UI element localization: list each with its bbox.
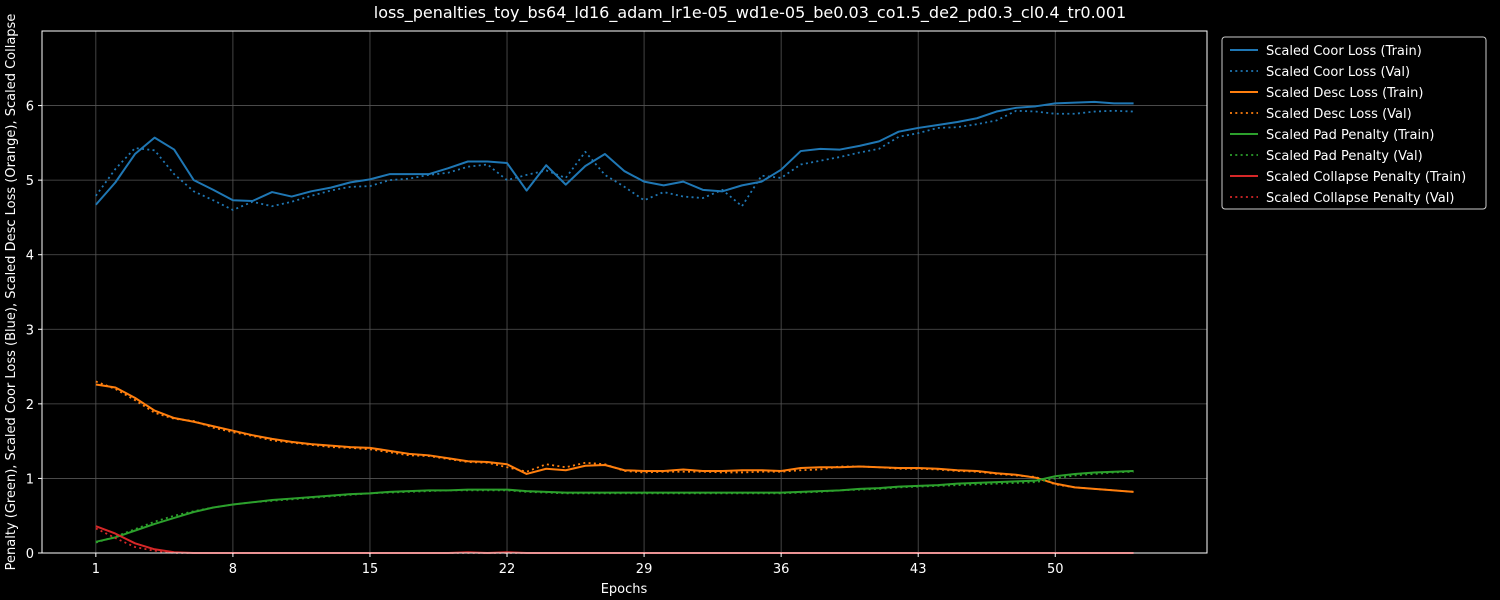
legend-label: Scaled Collapse Penalty (Train) (1266, 170, 1466, 185)
series-line-1 (95, 109, 1134, 211)
legend: Scaled Coor Loss (Train) Scaled Coor Loss… (1221, 36, 1487, 210)
legend-label: Scaled Desc Loss (Val) (1266, 107, 1412, 122)
y-tick-label: 2 (26, 398, 34, 413)
x-tick-label: 43 (910, 562, 927, 577)
y-tick-label: 6 (26, 100, 34, 115)
legend-label: Scaled Desc Loss (Train) (1266, 86, 1423, 101)
x-tick-label: 22 (499, 562, 516, 577)
legend-label: Scaled Coor Loss (Train) (1266, 44, 1422, 59)
legend-label: Scaled Pad Penalty (Val) (1266, 149, 1423, 164)
y-axis-label: Penalty (Green), Scaled Coor Loss (Blue)… (4, 14, 19, 571)
x-axis-ticks: 1 8 15 22 29 36 43 50 (92, 553, 1064, 577)
y-axis-ticks: 0 1 2 3 4 5 6 (26, 100, 42, 562)
y-tick-label: 3 (26, 323, 34, 338)
legend-label: Scaled Pad Penalty (Train) (1266, 128, 1434, 143)
y-tick-label: 1 (26, 472, 34, 487)
x-tick-label: 15 (362, 562, 379, 577)
legend-label: Scaled Coor Loss (Val) (1266, 65, 1410, 80)
chart-title: loss_penalties_toy_bs64_ld16_adam_lr1e-0… (374, 3, 1126, 23)
y-tick-label: 4 (26, 249, 34, 264)
x-tick-label: 1 (92, 562, 100, 577)
x-axis-label: Epochs (601, 582, 648, 597)
x-tick-label: 8 (229, 562, 237, 577)
plot-frame (41, 30, 1208, 554)
x-tick-label: 36 (773, 562, 790, 577)
x-tick-label: 50 (1047, 562, 1064, 577)
series-line-0 (95, 100, 1134, 206)
x-tick-label: 29 (636, 562, 653, 577)
series-line-5 (95, 470, 1134, 544)
y-tick-label: 5 (26, 174, 34, 189)
series-line-3 (95, 380, 1134, 493)
y-tick-label: 0 (26, 547, 34, 562)
legend-box (1221, 36, 1487, 210)
legend-label: Scaled Collapse Penalty (Val) (1266, 191, 1454, 206)
